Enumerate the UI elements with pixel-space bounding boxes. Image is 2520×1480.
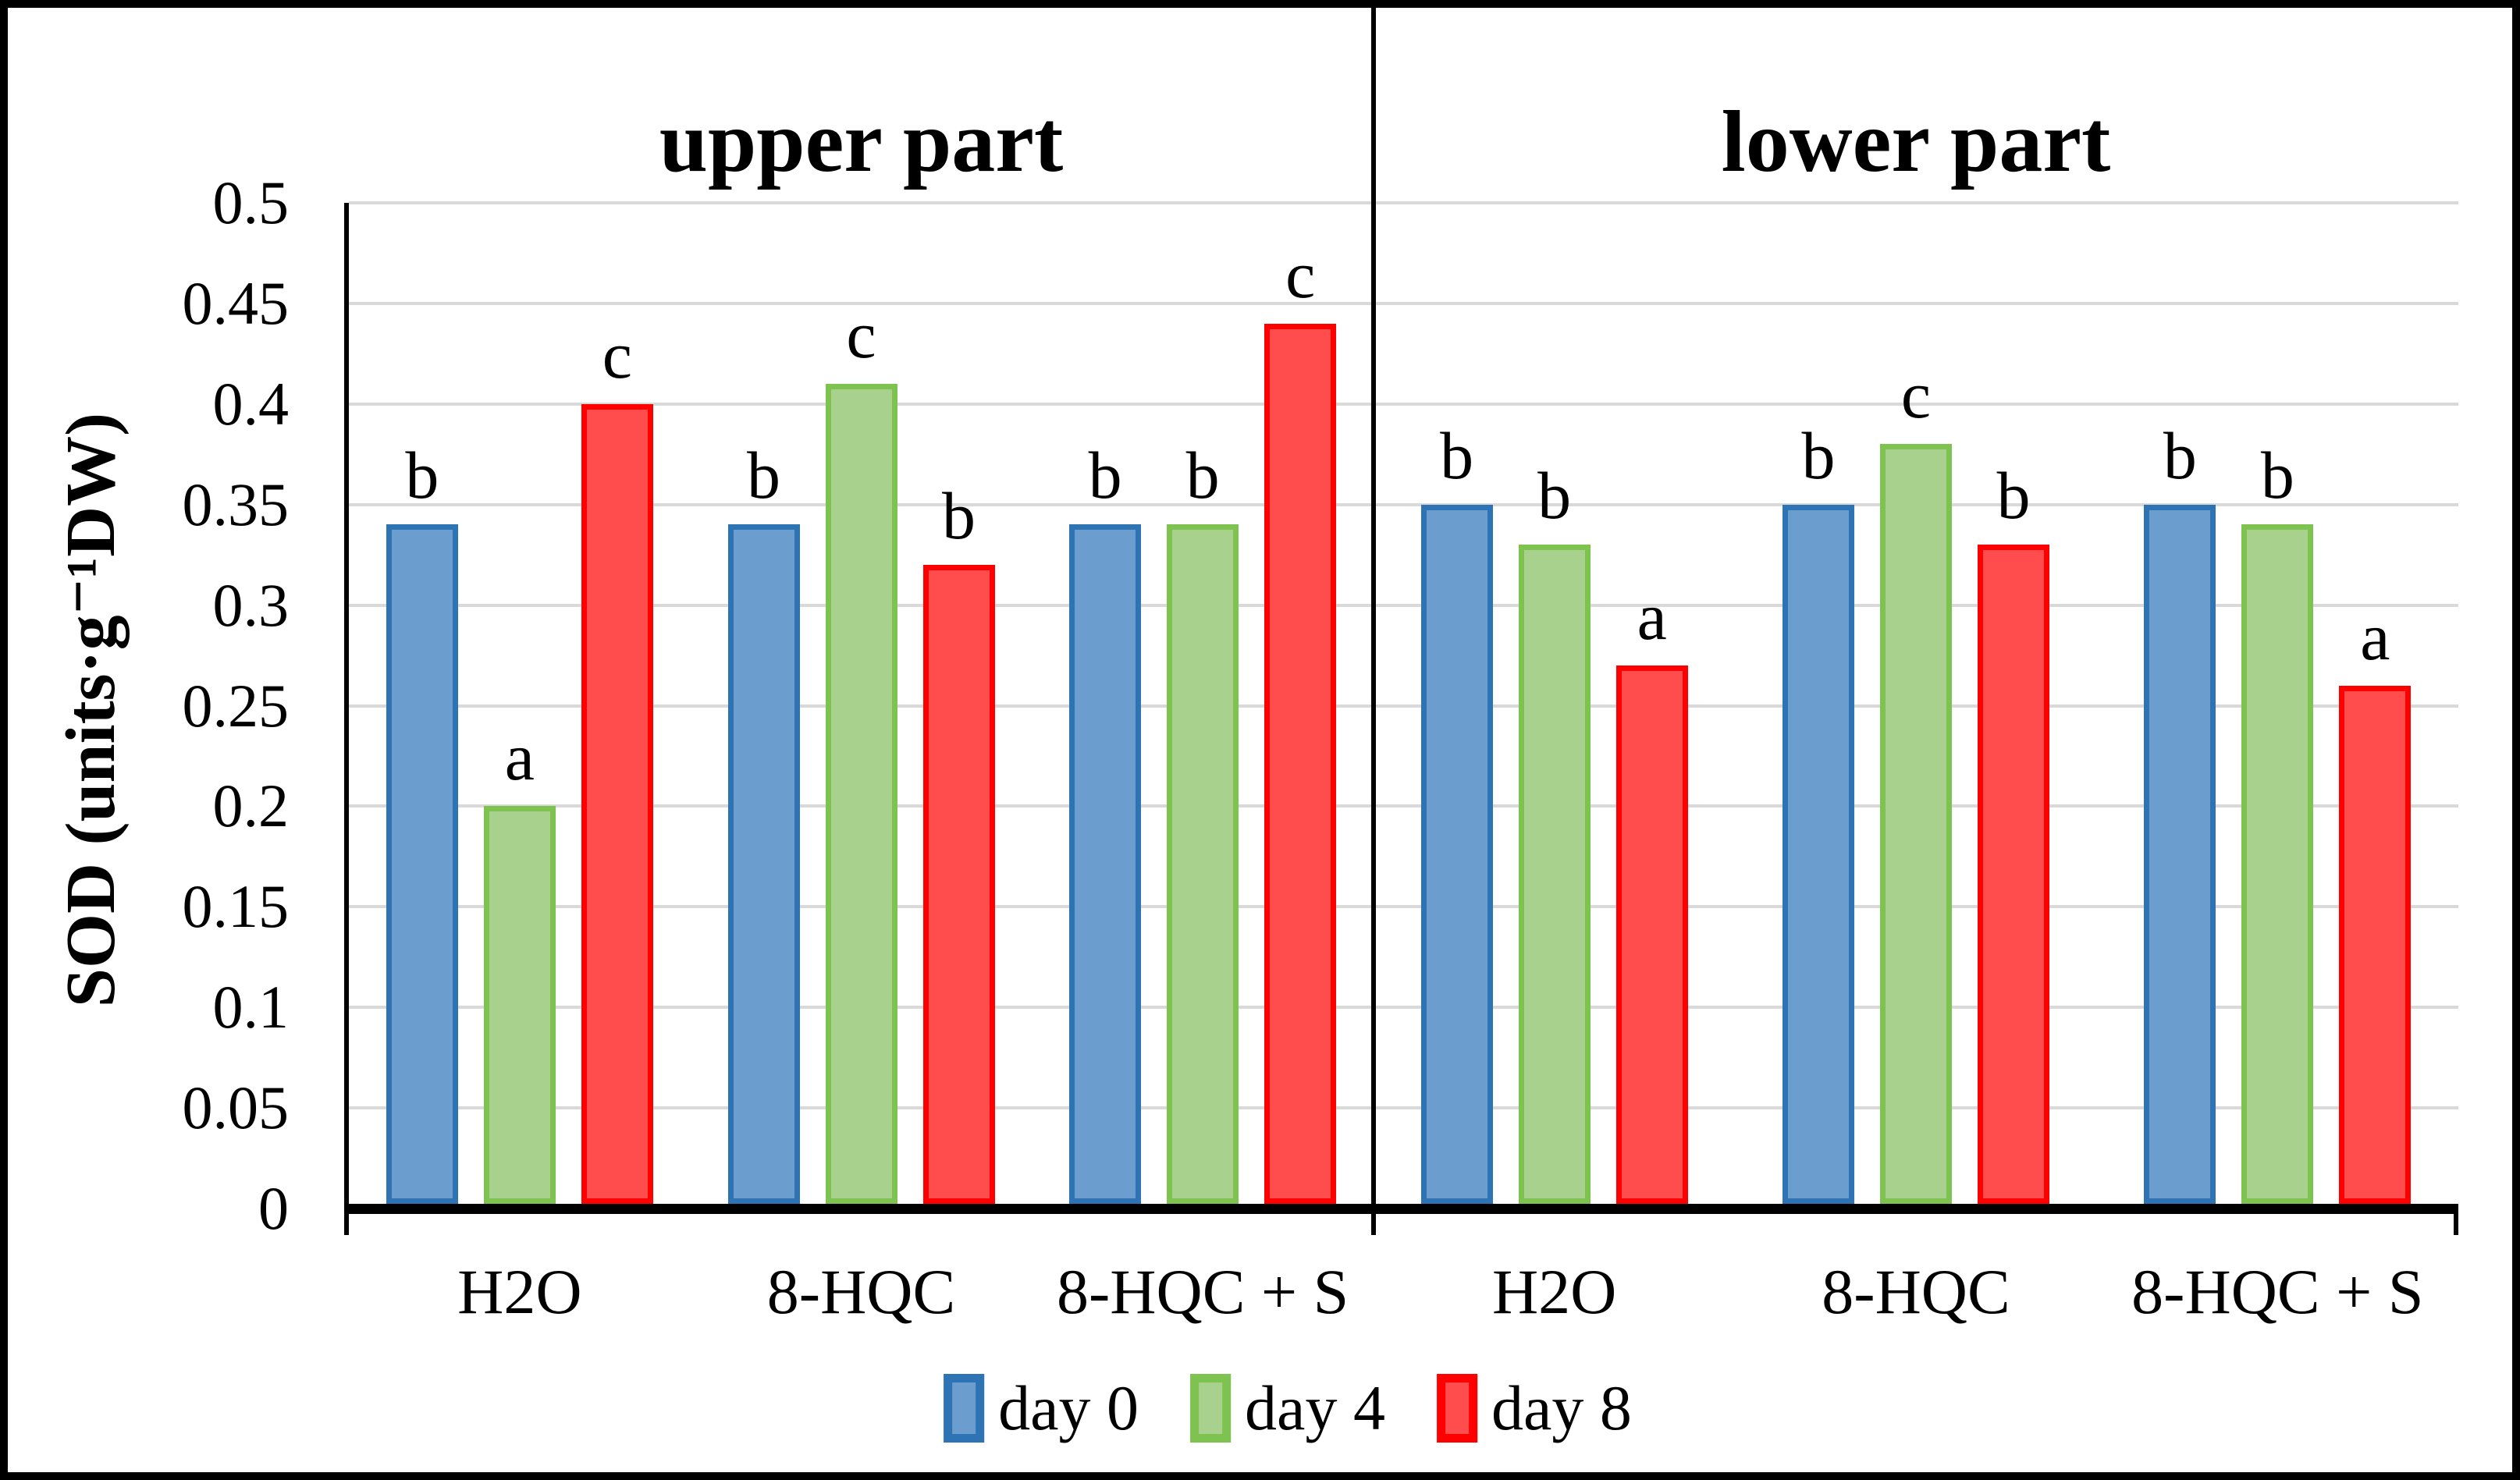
bar-lower-H2O-day8 [1615,665,1688,1204]
significance-letter: c [1285,236,1316,312]
panel-divider-line [1371,8,1376,1235]
bar-upper-8-HQC-day4 [825,384,897,1204]
gridline-0.50 [349,201,2458,204]
bar-lower-8-HQC+S-day8 [2339,685,2412,1204]
gridline-0.15 [349,905,2458,909]
panel-title-lower-part: lower part [1721,93,2111,190]
y-tick-label-0.2: 0.2 [212,772,290,840]
x-label-upper-8-HQC: 8-HQC [766,1256,956,1327]
axis-tick-left [344,1213,349,1235]
significance-letter: a [2360,598,2390,674]
gridline-0.10 [349,1006,2458,1010]
bar-upper-8-HQC-day0 [727,524,800,1204]
panel-title-upper-part: upper part [659,93,1064,190]
x-label-lower-H2O: H2O [1491,1256,1617,1327]
y-axis-line [344,203,349,1214]
bar-lower-8-HQC+S-day0 [2144,504,2216,1204]
bar-upper-H2O-day0 [386,524,458,1204]
bar-lower-8-HQC-day8 [1978,545,2049,1204]
gridline-0.30 [349,603,2458,607]
y-tick-label-0: 0 [258,1174,289,1242]
significance-letter: b [1801,417,1836,493]
x-label-lower-8-HQC+S: 8-HQC + S [2131,1256,2424,1327]
x-label-lower-8-HQC: 8-HQC [1822,1256,2010,1327]
y-tick-label-0.25: 0.25 [182,671,290,740]
bar-lower-8-HQC-day4 [1880,444,1952,1204]
gridline-0.25 [349,704,2458,708]
significance-letter: c [846,297,876,373]
significance-letter: b [1088,438,1122,513]
significance-letter: b [2260,438,2294,513]
y-tick-label-0.15: 0.15 [182,872,290,941]
gridline-0.05 [349,1106,2458,1110]
significance-letter: c [1900,357,1932,433]
significance-letter: c [602,317,632,392]
y-tick-label-0.35: 0.35 [182,470,290,538]
y-axis-title: SOD (units·g⁻¹DW) [52,412,130,1008]
bar-upper-H2O-day8 [581,403,653,1204]
legend-swatch-day8 [1436,1374,1477,1443]
legend: day 0 day 4 day 8 [944,1372,1632,1445]
y-tick-label-0.05: 0.05 [182,1074,290,1142]
significance-letter: b [405,438,439,513]
legend-item-day8: day 8 [1436,1372,1632,1445]
bar-upper-8-HQC+S-day8 [1264,323,1337,1204]
legend-label-day4: day 4 [1245,1372,1385,1443]
significance-letter: b [942,478,976,554]
significance-letter: b [1185,438,1220,513]
significance-letter: b [1440,417,1474,493]
gridline-0.20 [349,804,2458,808]
significance-letter: b [747,438,780,513]
bar-lower-8-HQC-day0 [1782,504,1854,1204]
significance-letter: a [1637,578,1667,654]
legend-label-day8: day 8 [1491,1372,1632,1443]
bar-lower-8-HQC+S-day4 [2241,524,2314,1204]
bar-upper-8-HQC+S-day0 [1069,524,1142,1204]
significance-letter: a [504,719,535,795]
bar-lower-H2O-day0 [1420,504,1493,1204]
legend-item-day0: day 0 [944,1372,1139,1445]
gridline-0.35 [349,502,2458,506]
gridline-0.40 [349,402,2458,406]
significance-letter: b [1996,458,2031,534]
bar-upper-8-HQC-day8 [922,565,995,1204]
gridline-0.45 [349,301,2458,305]
y-tick-label-0.45: 0.45 [182,268,290,337]
x-label-upper-8-HQC+S: 8-HQC + S [1057,1256,1349,1327]
significance-letter: b [1537,458,1572,534]
x-label-upper-H2O: H2O [457,1256,582,1327]
y-tick-label-0.4: 0.4 [212,369,290,438]
y-tick-label-0.1: 0.1 [212,973,290,1042]
legend-label-day0: day 0 [998,1372,1139,1443]
axis-tick-right [2454,1213,2458,1235]
x-axis-line [344,1204,2458,1214]
significance-letter: b [2163,417,2197,493]
y-tick-label-0.3: 0.3 [212,570,290,639]
bar-upper-8-HQC+S-day4 [1167,524,1239,1204]
legend-swatch-day4 [1190,1374,1232,1443]
y-tick-label-0.5: 0.5 [212,169,290,236]
bar-upper-H2O-day4 [483,806,556,1204]
bar-lower-H2O-day4 [1518,545,1591,1204]
legend-swatch-day0 [944,1374,985,1443]
legend-item-day4: day 4 [1190,1372,1385,1445]
